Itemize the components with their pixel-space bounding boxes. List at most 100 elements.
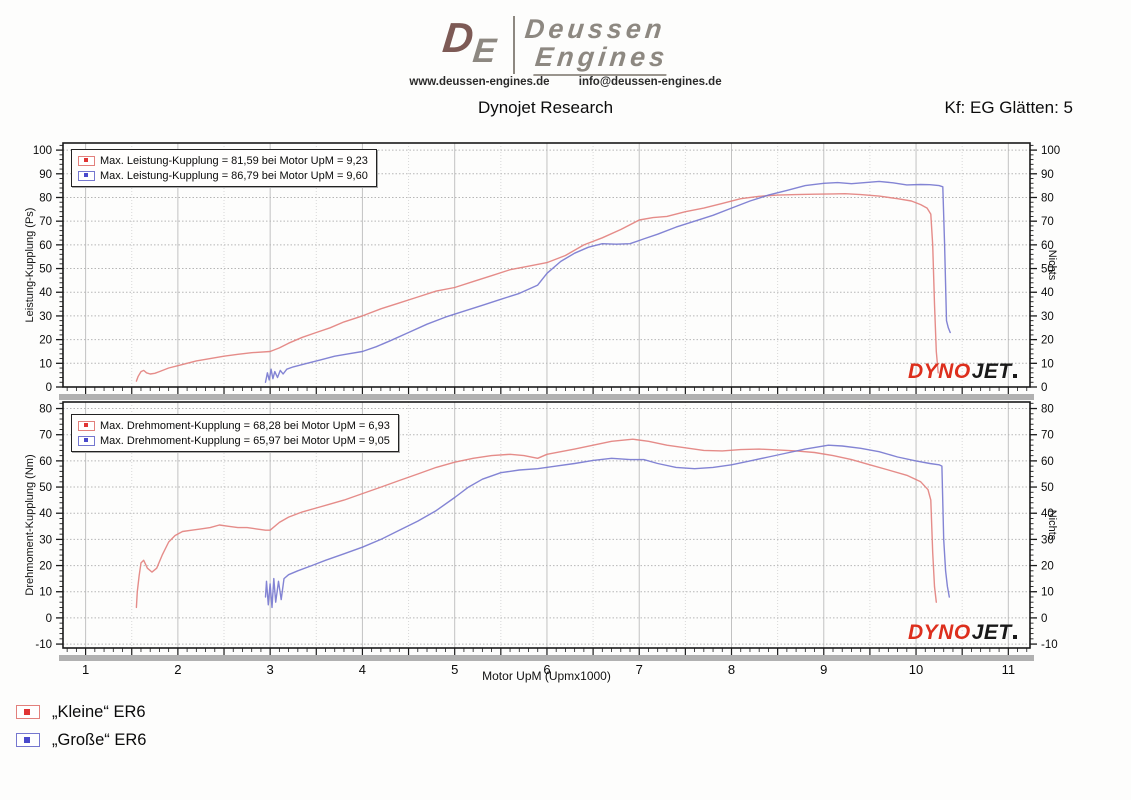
dynojet-watermark-torque: DYNOJET — [908, 621, 1017, 645]
red-series-swatch-icon — [78, 155, 95, 166]
y-tick-label-right: 80 — [1041, 192, 1054, 204]
dynojet-dyno-text: DYNO — [908, 621, 971, 644]
logo-divider — [513, 16, 515, 74]
y-tick-label: 50 — [39, 264, 52, 276]
y-tick-label-right: 70 — [1041, 430, 1054, 442]
y-tick-label: 20 — [39, 335, 52, 347]
y-tick-label-right: 30 — [1041, 311, 1054, 323]
power-legend-box: Max. Leistung-Kupplung = 81,59 bei Motor… — [71, 149, 377, 187]
legend-item-kleine: „Kleine“ ER6 — [16, 698, 146, 726]
power-legend-row-grosse: Max. Leistung-Kupplung = 86,79 bei Motor… — [78, 168, 368, 183]
blue-series-swatch-icon — [78, 170, 95, 181]
x-tick-label: 2 — [174, 662, 181, 677]
power-right-axis-title: Nichts — [1046, 249, 1058, 281]
report-title: Dynojet Research — [477, 98, 614, 117]
email-address: info@deussen-engines.de — [578, 76, 722, 88]
dynojet-dot-icon — [1012, 374, 1017, 378]
red-series-swatch-icon — [16, 705, 40, 719]
y-tick-label-right: 70 — [1041, 216, 1054, 228]
y-tick-label: 10 — [39, 587, 52, 599]
torque-legend-box: Max. Drehmoment-Kupplung = 68,28 bei Mot… — [71, 414, 399, 452]
torque-legend-row-grosse: Max. Drehmoment-Kupplung = 65,97 bei Mot… — [78, 433, 390, 448]
power-legend-text-blue: Max. Leistung-Kupplung = 86,79 bei Motor… — [100, 169, 368, 182]
y-tick-label-right: 60 — [1041, 456, 1054, 468]
dynojet-jet-text: JET — [971, 360, 1012, 383]
plot-frame — [62, 401, 1031, 649]
y-tick-label: 100 — [33, 145, 52, 157]
x-tick-label: 1 — [82, 662, 89, 677]
y-tick-label: 30 — [39, 311, 52, 323]
dynojet-watermark-power: DYNOJET — [908, 360, 1017, 384]
x-tick-label: 6 — [543, 662, 550, 677]
y-tick-label: 10 — [39, 358, 52, 370]
y-tick-label: 0 — [46, 613, 52, 625]
y-tick-label-right: 50 — [1041, 264, 1054, 276]
y-tick-label: 70 — [39, 430, 52, 442]
y-tick-label-right: 20 — [1041, 561, 1054, 573]
y-tick-label-right: 60 — [1041, 240, 1054, 252]
blue-series-swatch-icon — [16, 733, 40, 747]
y-tick-label-right: -10 — [1041, 639, 1058, 651]
y-tick-label-right: 40 — [1041, 508, 1054, 520]
x-tick-label: 7 — [636, 662, 643, 677]
legend-label-kleine: „Kleine“ ER6 — [52, 702, 146, 721]
y-tick-label: 70 — [39, 216, 52, 228]
y-tick-label-right: 50 — [1041, 482, 1054, 494]
y-tick-label-right: 0 — [1041, 382, 1047, 394]
deussen-logo: D E Deussen Engines — [441, 14, 670, 76]
x-tick-label: 3 — [267, 662, 274, 677]
dynojet-jet-text: JET — [971, 621, 1012, 644]
power-chart: 0 0 10 10 20 20 30 30 40 40 50 50 60 60 70 70 80 80 90 90 10… — [33, 142, 1060, 400]
y-tick-label: 30 — [39, 534, 52, 546]
power-y-axis-title: Leistung-Kupplung (Ps) — [24, 207, 36, 323]
torque-legend-row-kleine: Max. Drehmoment-Kupplung = 68,28 bei Mot… — [78, 418, 390, 433]
kleine-er6-curve — [135, 438, 937, 609]
x-tick-label: 5 — [451, 662, 458, 677]
y-tick-label: -10 — [35, 639, 52, 651]
y-tick-label: 20 — [39, 561, 52, 573]
y-tick-label: 80 — [39, 404, 52, 416]
x-tick-label: 4 — [359, 662, 366, 677]
y-tick-label-right: 10 — [1041, 358, 1054, 370]
x-tick-label: 11 — [1002, 662, 1016, 677]
y-tick-label-right: 20 — [1041, 335, 1054, 347]
y-tick-label-right: 30 — [1041, 534, 1054, 546]
y-tick-label: 80 — [39, 192, 52, 204]
series-legend: „Kleine“ ER6 „Große“ ER6 — [16, 698, 146, 754]
y-tick-label: 0 — [46, 382, 52, 394]
y-tick-label: 90 — [39, 169, 52, 181]
torque-right-axis-title: Nichts — [1046, 509, 1058, 541]
grosse-er6-curve — [264, 180, 951, 383]
legend-label-grosse: „Große“ ER6 — [52, 730, 147, 749]
x-tick-label: 9 — [820, 662, 827, 677]
contact-line: www.deussen-engines.de info@deussen-engi… — [0, 76, 1131, 88]
y-tick-label-right: 0 — [1041, 613, 1047, 625]
x-tick-label: 8 — [728, 662, 735, 677]
y-tick-label-right: 80 — [1041, 404, 1054, 416]
y-tick-label-right: 40 — [1041, 287, 1054, 299]
x-tick-label: 10 — [909, 662, 923, 677]
smoothing-label: Kf: EG Glätten: 5 — [944, 98, 1073, 117]
torque-legend-text-red: Max. Drehmoment-Kupplung = 68,28 bei Mot… — [100, 419, 390, 432]
torque-y-axis-title: Drehmoment-Kupplung (Nm) — [24, 454, 36, 596]
y-tick-label: 60 — [39, 456, 52, 468]
dynojet-dyno-text: DYNO — [908, 360, 971, 383]
y-tick-label-right: 90 — [1041, 169, 1054, 181]
grosse-er6-curve — [264, 444, 950, 609]
y-tick-label-right: 10 — [1041, 587, 1054, 599]
legend-item-grosse: „Große“ ER6 — [16, 726, 146, 754]
y-tick-label-right: 100 — [1041, 145, 1060, 157]
x-axis-title: Motor UpM (Upmx1000) — [482, 669, 611, 683]
power-legend-row-kleine: Max. Leistung-Kupplung = 81,59 bei Motor… — [78, 153, 368, 168]
y-tick-label: 40 — [39, 287, 52, 299]
plot-frame — [62, 142, 1031, 388]
scan-strip — [59, 394, 1034, 400]
power-legend-text-red: Max. Leistung-Kupplung = 81,59 bei Motor… — [100, 154, 368, 167]
y-tick-label: 60 — [39, 240, 52, 252]
scan-strip — [59, 655, 1034, 661]
y-tick-label: 40 — [39, 508, 52, 520]
blue-series-swatch-icon — [78, 435, 95, 446]
torque-legend-text-blue: Max. Drehmoment-Kupplung = 65,97 bei Mot… — [100, 434, 390, 447]
website-url: www.deussen-engines.de — [409, 76, 550, 88]
